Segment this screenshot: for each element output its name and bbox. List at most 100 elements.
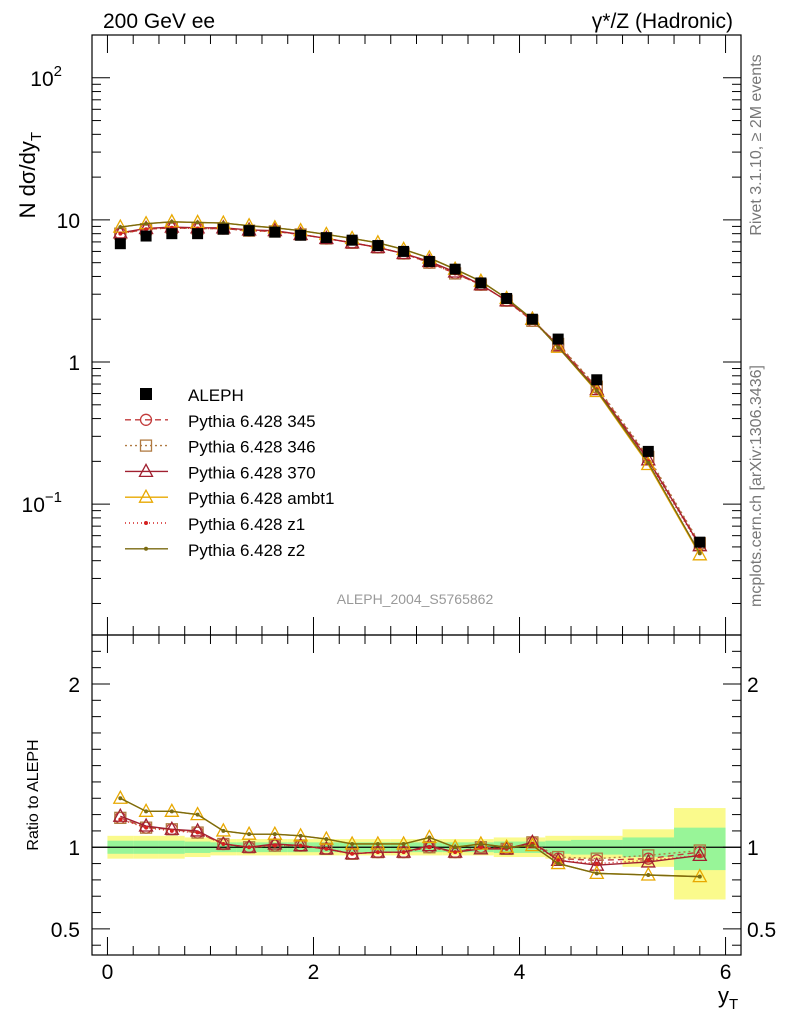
ratio-series-marker xyxy=(473,840,489,855)
ratio-series-marker xyxy=(195,812,200,817)
ratio-y-tick-label-right: 0.5 xyxy=(747,919,776,942)
ratio-series-marker xyxy=(692,847,708,862)
data-point xyxy=(526,313,538,325)
ratio-series-marker xyxy=(293,837,309,852)
legend-marker xyxy=(138,463,154,478)
legend: ALEPH Pythia 6.428 345 Pythia 6.428 346 Pyt… xyxy=(125,386,334,560)
ratio-series-marker xyxy=(324,837,329,842)
legend-entry: Pythia 6.428 370 xyxy=(125,463,316,482)
ratio-series-marker xyxy=(556,861,561,866)
ratio-series-marker xyxy=(169,828,174,833)
main-y-tick-base: 1 xyxy=(68,352,80,375)
legend-label: Pythia 6.428 ambt1 xyxy=(188,489,334,508)
legend-label-data: ALEPH xyxy=(188,386,244,405)
ratio-y-axis-label: Ratio to ALEPH xyxy=(25,739,42,850)
analysis-watermark: ALEPH_2004_S5765862 xyxy=(337,591,494,607)
legend-marker xyxy=(138,488,154,503)
ratio-series-marker xyxy=(478,845,483,850)
main-series-marker xyxy=(144,221,149,226)
legend-entry: Pythia 6.428 z2 xyxy=(125,541,305,560)
ratio-series-marker xyxy=(144,809,149,814)
data-point xyxy=(423,255,435,267)
ratio-series-marker xyxy=(589,856,605,871)
ratio-y-tick-label: 0.5 xyxy=(51,919,80,942)
legend-label: Pythia 6.428 345 xyxy=(188,412,316,431)
ratio-series-marker xyxy=(138,817,154,832)
legend-label: Pythia 6.428 346 xyxy=(188,438,316,457)
ratio-series-marker xyxy=(164,802,180,817)
data-point xyxy=(295,229,307,241)
ratio-bands xyxy=(92,808,741,900)
ratio-y-tick-label: 1 xyxy=(68,837,80,860)
main-series-marker xyxy=(118,231,123,236)
ratio-series-marker xyxy=(375,841,380,846)
data-point xyxy=(140,230,152,242)
ratio-series-marker xyxy=(594,861,599,866)
ratio-series-marker xyxy=(350,841,355,846)
ratio-x-tick-label: 0 xyxy=(102,961,114,984)
header-right: γ*/Z (Hadronic) xyxy=(592,10,733,33)
data-point xyxy=(269,226,281,238)
main-series-marker xyxy=(594,388,599,393)
data-point xyxy=(398,245,410,257)
legend-marker xyxy=(144,546,148,551)
ratio-series-marker xyxy=(267,825,283,840)
ratio-series-marker xyxy=(427,835,432,840)
ratio-series-marker xyxy=(189,822,206,837)
main-series-marker xyxy=(692,546,708,561)
ratio-series-marker xyxy=(375,850,380,855)
main-y-axis-label-main: N dσ/dy xyxy=(15,141,40,218)
ratio-panel-background xyxy=(91,634,742,956)
data-point xyxy=(114,238,126,250)
ratio-series-marker xyxy=(247,845,252,850)
legend-marker xyxy=(139,413,153,426)
ratio-series-marker xyxy=(112,789,128,804)
ratio-series-marker xyxy=(396,843,412,858)
ratio-x-tick-label: 2 xyxy=(308,961,320,984)
mcplots-label: mcplots.cern.ch [arXiv:1306.3436] xyxy=(748,365,765,607)
ratio-series-marker xyxy=(421,829,437,844)
ratio-x-tick-label: 4 xyxy=(514,961,526,984)
ratio-series-marker xyxy=(370,835,386,850)
main-series-marker xyxy=(697,551,702,556)
legend-entry: Pythia 6.428 346 xyxy=(125,438,316,457)
ratio-series-marker xyxy=(697,853,702,858)
main-series-marker xyxy=(144,227,149,232)
main-y-tick-label: 10−1 xyxy=(22,489,62,517)
ratio-series-marker xyxy=(453,850,458,855)
legend-label: Pythia 6.428 z1 xyxy=(188,515,305,534)
ratio-series-marker xyxy=(697,874,702,879)
ratio-series-marker xyxy=(169,809,174,814)
main-y-tick-exponent: −1 xyxy=(45,489,62,506)
main-series-marker xyxy=(556,345,561,350)
ratio-y-tick-label-right: 1 xyxy=(747,837,759,860)
main-series-marker xyxy=(550,338,566,353)
ratio-x-tick-label: 6 xyxy=(720,961,732,984)
data-point xyxy=(475,277,487,289)
ratio-series-marker xyxy=(692,868,708,883)
ratio-series-marker xyxy=(556,858,561,863)
ratio-series-marker xyxy=(144,825,149,830)
ratio-series-marker xyxy=(401,841,406,846)
data-point xyxy=(166,228,178,240)
data-point xyxy=(192,228,204,240)
legend-entry-data: ALEPH xyxy=(140,386,244,405)
ratio-series-marker xyxy=(221,828,226,833)
ratio-panel-frame xyxy=(91,634,742,956)
data-point xyxy=(346,234,358,246)
main-y-tick-label: 1 xyxy=(68,352,80,375)
ratio-series-marker xyxy=(646,873,651,877)
legend-label: Pythia 6.428 z2 xyxy=(188,541,305,560)
legend-marker xyxy=(144,521,148,525)
ratio-series-marker xyxy=(350,851,355,856)
main-series-marker xyxy=(195,220,200,225)
ratio-series-marker xyxy=(453,845,458,850)
main-y-tick-base: 10 xyxy=(30,68,53,91)
data-point xyxy=(449,263,461,275)
ratio-series-marker xyxy=(530,843,535,848)
ratio-series-marker xyxy=(272,843,277,848)
rivet-label: Rivet 3.1.10, ≥ 2M events xyxy=(748,54,765,235)
data-point xyxy=(591,374,603,386)
